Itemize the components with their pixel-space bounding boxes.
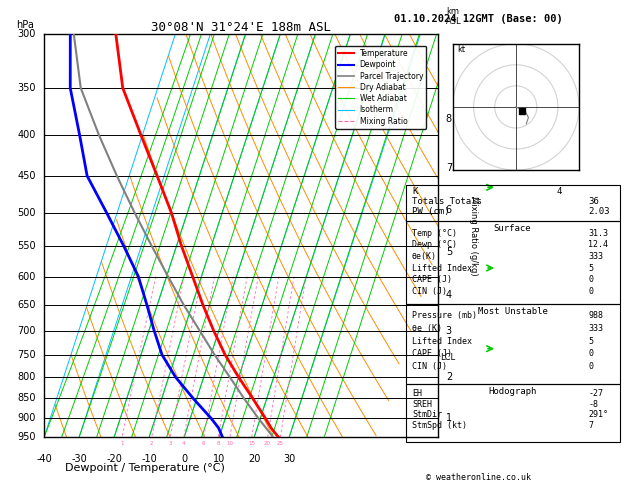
Text: 31.3: 31.3 — [588, 229, 608, 238]
Text: LCL: LCL — [440, 353, 455, 362]
Text: 4: 4 — [182, 441, 186, 447]
Text: 2: 2 — [150, 441, 153, 447]
Text: 25: 25 — [277, 441, 284, 447]
Text: 01.10.2024 12GMT (Base: 00): 01.10.2024 12GMT (Base: 00) — [394, 14, 562, 24]
Text: Mixing Ratio (g/kg): Mixing Ratio (g/kg) — [469, 196, 479, 276]
Text: 950: 950 — [18, 433, 36, 442]
Text: 400: 400 — [18, 130, 36, 139]
Text: EH: EH — [412, 389, 422, 398]
Text: 36: 36 — [588, 197, 599, 206]
Text: 0: 0 — [588, 349, 593, 358]
Text: © weatheronline.co.uk: © weatheronline.co.uk — [426, 473, 530, 482]
Text: 988: 988 — [588, 312, 603, 320]
Text: 7: 7 — [588, 421, 593, 430]
Text: 2: 2 — [446, 372, 452, 382]
Text: -30: -30 — [71, 453, 87, 464]
Text: 6: 6 — [446, 205, 452, 215]
Text: StmDir: StmDir — [412, 411, 442, 419]
Text: θe (K): θe (K) — [412, 324, 442, 333]
Text: θe(K): θe(K) — [412, 252, 437, 261]
Text: 6: 6 — [202, 441, 205, 447]
Title: 30°08'N 31°24'E 188m ASL: 30°08'N 31°24'E 188m ASL — [151, 21, 331, 34]
Legend: Temperature, Dewpoint, Parcel Trajectory, Dry Adiabat, Wet Adiabat, Isotherm, Mi: Temperature, Dewpoint, Parcel Trajectory… — [335, 46, 426, 129]
Text: 15: 15 — [248, 441, 255, 447]
Text: 5: 5 — [588, 337, 593, 346]
Text: 900: 900 — [18, 414, 36, 423]
Text: -8: -8 — [588, 400, 598, 409]
Text: 1: 1 — [446, 414, 452, 423]
Text: Surface: Surface — [494, 224, 532, 233]
Text: km
ASL: km ASL — [446, 6, 462, 26]
Text: 300: 300 — [18, 29, 36, 39]
Text: 450: 450 — [18, 171, 36, 181]
Text: 333: 333 — [588, 252, 603, 261]
Text: -27: -27 — [588, 389, 603, 398]
Text: 10: 10 — [226, 441, 233, 447]
Text: Hodograph: Hodograph — [489, 387, 537, 396]
Text: Dewpoint / Temperature (°C): Dewpoint / Temperature (°C) — [65, 464, 225, 473]
Text: Dewp (°C): Dewp (°C) — [412, 241, 457, 249]
Text: kt: kt — [457, 45, 465, 54]
Text: 800: 800 — [18, 372, 36, 382]
Text: CIN (J): CIN (J) — [412, 287, 447, 296]
Text: -40: -40 — [36, 453, 52, 464]
Text: 650: 650 — [18, 299, 36, 310]
Text: CIN (J): CIN (J) — [412, 362, 447, 371]
Text: 0: 0 — [588, 362, 593, 371]
Text: 550: 550 — [18, 241, 36, 251]
Text: 0: 0 — [588, 287, 593, 296]
Text: 20: 20 — [264, 441, 271, 447]
Text: PW (cm): PW (cm) — [412, 207, 450, 216]
Text: 0: 0 — [588, 276, 593, 284]
Text: Totals Totals: Totals Totals — [412, 197, 482, 206]
Text: 8: 8 — [216, 441, 220, 447]
Text: Temp (°C): Temp (°C) — [412, 229, 457, 238]
Text: 350: 350 — [18, 83, 36, 93]
Text: StmSpd (kt): StmSpd (kt) — [412, 421, 467, 430]
Text: 5: 5 — [588, 264, 593, 273]
Text: 20: 20 — [248, 453, 260, 464]
Text: hPa: hPa — [16, 20, 35, 30]
Text: 333: 333 — [588, 324, 603, 333]
Text: 291°: 291° — [588, 411, 608, 419]
Text: Lifted Index: Lifted Index — [412, 264, 472, 273]
Text: 10: 10 — [213, 453, 225, 464]
Text: 850: 850 — [18, 394, 36, 403]
Text: -20: -20 — [106, 453, 122, 464]
Text: 500: 500 — [18, 208, 36, 218]
Text: 12.4: 12.4 — [588, 241, 608, 249]
Text: SREH: SREH — [412, 400, 432, 409]
Text: CAPE (J): CAPE (J) — [412, 349, 452, 358]
Text: 750: 750 — [18, 349, 36, 360]
Text: 5: 5 — [446, 247, 452, 258]
Text: -10: -10 — [141, 453, 157, 464]
Text: 30: 30 — [283, 453, 295, 464]
Text: 2.03: 2.03 — [588, 207, 610, 216]
Text: 3: 3 — [169, 441, 172, 447]
Text: 4: 4 — [557, 188, 562, 196]
Text: Lifted Index: Lifted Index — [412, 337, 472, 346]
Text: 7: 7 — [446, 163, 452, 173]
Text: 3: 3 — [446, 326, 452, 335]
Text: 4: 4 — [446, 290, 452, 300]
Text: 700: 700 — [18, 326, 36, 335]
Text: Pressure (mb): Pressure (mb) — [412, 312, 477, 320]
Text: 600: 600 — [18, 272, 36, 281]
Text: 0: 0 — [181, 453, 187, 464]
Text: 1: 1 — [120, 441, 124, 447]
Text: 8: 8 — [446, 114, 452, 123]
Text: K: K — [412, 188, 418, 196]
Text: Most Unstable: Most Unstable — [477, 307, 548, 315]
Text: CAPE (J): CAPE (J) — [412, 276, 452, 284]
